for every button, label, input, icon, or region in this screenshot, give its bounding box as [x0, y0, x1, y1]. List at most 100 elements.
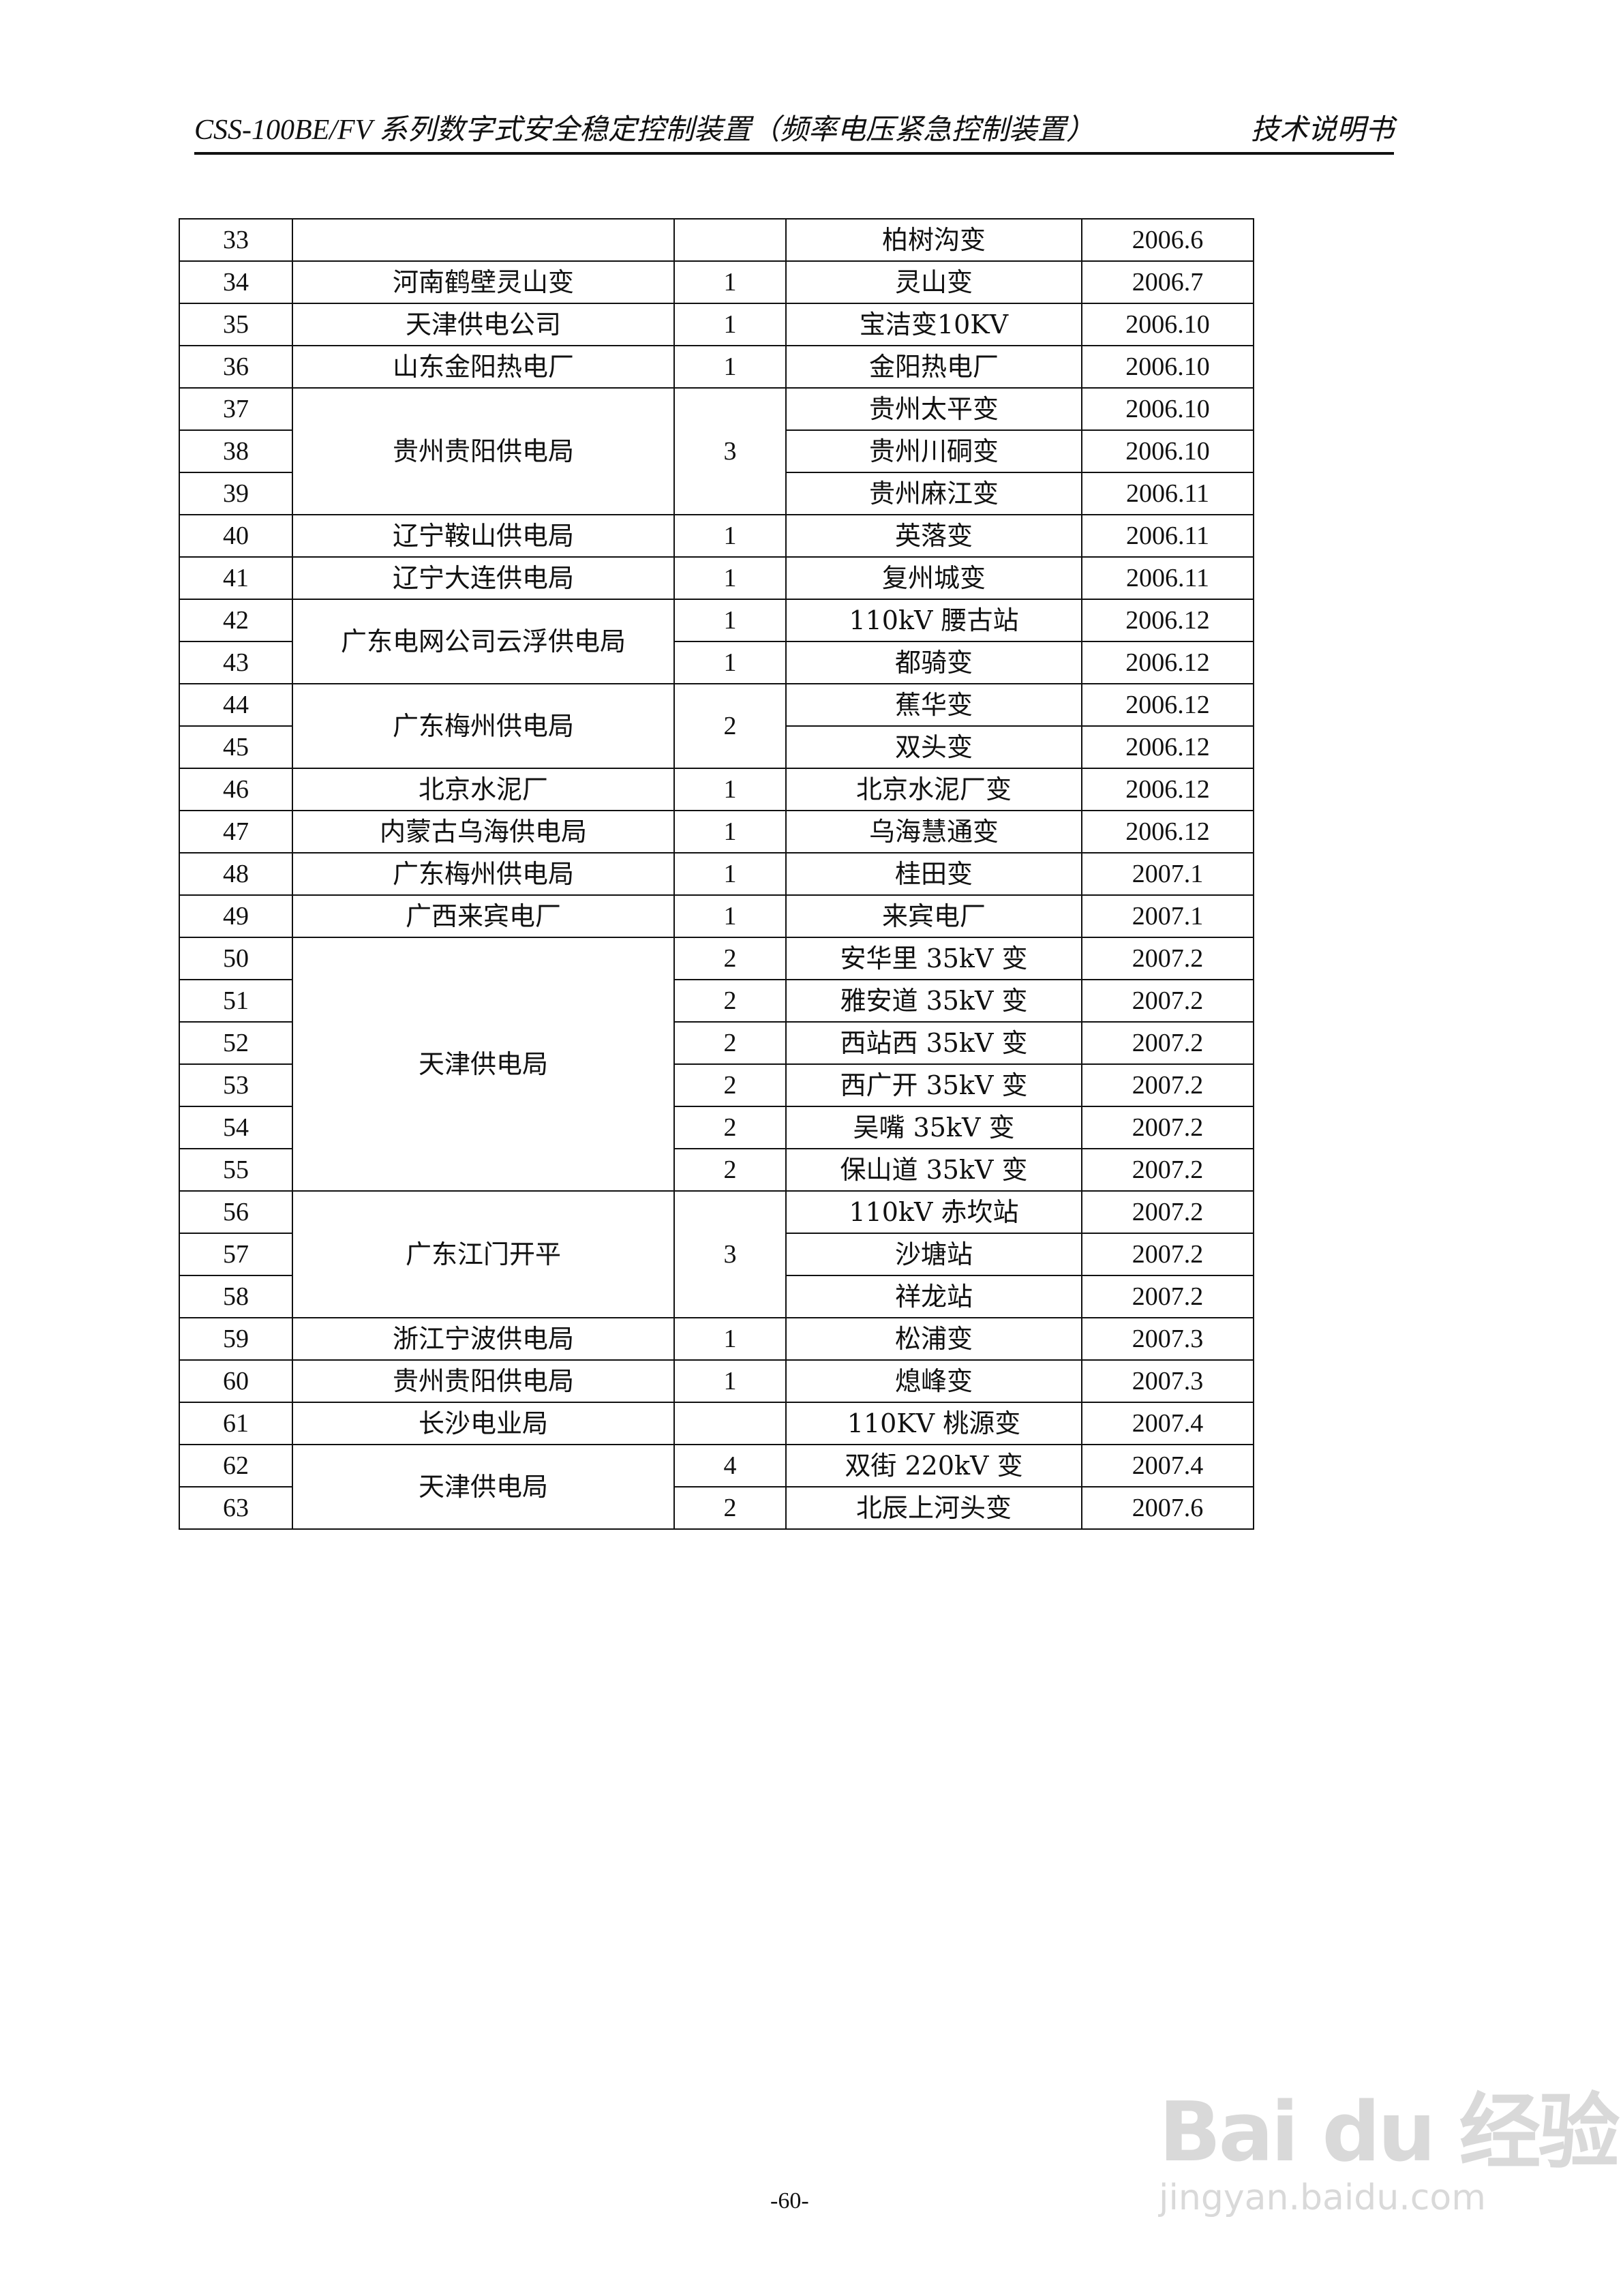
quantity-cell: 2 [673, 1148, 787, 1192]
quantity-cell: 1 [673, 810, 787, 854]
date-cell: 2006.10 [1081, 429, 1254, 473]
quantity-cell: 1 [673, 852, 787, 896]
date-cell: 2007.2 [1081, 937, 1254, 980]
row-number-cell: 41 [179, 556, 293, 600]
row-number-cell: 40 [179, 514, 293, 558]
date-cell: 2006.12 [1081, 810, 1254, 854]
table-row: 56 广东江门开平 3 110kV 赤坎站 2007.2 [179, 1190, 1254, 1318]
table-row: 47 内蒙古乌海供电局 1 乌海慧通变 2006.12 [179, 810, 1254, 854]
site-cell: 贵州川硐变 [785, 429, 1082, 473]
date-cell: 2007.1 [1081, 852, 1254, 896]
table-row: 48 广东梅州供电局 1 桂田变 2007.1 [179, 852, 1254, 896]
table-row: 58 祥龙站 2007.2 [179, 1275, 1254, 1318]
date-cell: 2006.12 [1081, 683, 1254, 727]
quantity-cell: 1 [673, 599, 787, 642]
quantity-cell: 2 [673, 979, 787, 1023]
quantity-cell: 1 [673, 768, 787, 811]
quantity-cell: 2 [673, 1486, 787, 1530]
row-number-cell: 45 [179, 725, 293, 769]
row-number-cell: 49 [179, 894, 293, 938]
site-cell: 祥龙站 [785, 1275, 1082, 1318]
date-cell: 2006.10 [1081, 345, 1254, 389]
unit-cell [292, 218, 675, 262]
date-cell: 2007.3 [1081, 1359, 1254, 1403]
date-cell: 2007.2 [1081, 1021, 1254, 1065]
row-number-cell: 50 [179, 937, 293, 980]
table-row: 39 贵州麻江变 2006.11 [179, 472, 1254, 515]
installation-record-table: 33 柏树沟变 2006.6 34 河南鹤壁灵山变 1 灵山变 2006.7 35 天津供电公司 1… [179, 218, 1254, 1530]
quantity-cell: 1 [673, 641, 787, 684]
date-cell: 2007.6 [1081, 1486, 1254, 1530]
site-cell: 来宾电厂 [785, 894, 1082, 938]
date-cell: 2007.2 [1081, 1190, 1254, 1234]
row-number-cell: 37 [179, 387, 293, 431]
table-row: 57 沙塘站 2007.2 [179, 1233, 1254, 1276]
table-row: 34 河南鹤壁灵山变 1 灵山变 2006.7 [179, 260, 1254, 304]
quantity-cell: 2 [673, 937, 787, 980]
site-cell: 西广开 35kV 变 [785, 1063, 1082, 1107]
row-number-cell: 47 [179, 810, 293, 854]
unit-cell: 天津供电公司 [292, 303, 675, 346]
date-cell: 2007.2 [1081, 1106, 1254, 1149]
unit-cell: 北京水泥厂 [292, 768, 675, 811]
table-row: 42 广东电网公司云浮供电局 1 110kV 腰古站 2006.12 [179, 599, 1254, 684]
unit-cell: 天津供电局 [292, 937, 675, 1192]
quantity-cell: 3 [673, 387, 787, 515]
quantity-cell: 1 [673, 345, 787, 389]
table-row: 33 柏树沟变 2006.6 [179, 218, 1254, 262]
date-cell: 2007.4 [1081, 1402, 1254, 1445]
date-cell: 2006.10 [1081, 387, 1254, 431]
quantity-cell: 1 [673, 1317, 787, 1361]
date-cell: 2007.3 [1081, 1317, 1254, 1361]
unit-cell: 内蒙古乌海供电局 [292, 810, 675, 854]
date-cell: 2006.12 [1081, 768, 1254, 811]
site-cell: 双街 220kV 变 [785, 1444, 1082, 1487]
date-cell: 2007.2 [1081, 1063, 1254, 1107]
unit-cell: 天津供电局 [292, 1444, 675, 1530]
table-row: 60 贵州贵阳供电局 1 熄峰变 2007.3 [179, 1359, 1254, 1403]
site-cell: 桂田变 [785, 852, 1082, 896]
table-row: 37 贵州贵阳供电局 3 贵州太平变 2006.10 [179, 387, 1254, 515]
site-cell: 贵州太平变 [785, 387, 1082, 431]
date-cell: 2006.7 [1081, 260, 1254, 304]
row-number-cell: 51 [179, 979, 293, 1023]
table-row: 35 天津供电公司 1 宝洁变10KV 2006.10 [179, 303, 1254, 346]
row-number-cell: 36 [179, 345, 293, 389]
site-cell: 110KV 桃源变 [785, 1402, 1082, 1445]
quantity-cell: 2 [673, 1021, 787, 1065]
quantity-cell [673, 1402, 787, 1445]
unit-cell: 山东金阳热电厂 [292, 345, 675, 389]
date-cell: 2006.12 [1081, 725, 1254, 769]
date-cell: 2006.12 [1081, 641, 1254, 684]
table-row: 59 浙江宁波供电局 1 松浦变 2007.3 [179, 1317, 1254, 1361]
row-number-cell: 46 [179, 768, 293, 811]
row-number-cell: 43 [179, 641, 293, 684]
date-cell: 2006.11 [1081, 472, 1254, 515]
date-cell: 2006.10 [1081, 303, 1254, 346]
quantity-cell: 2 [673, 683, 787, 769]
date-cell: 2006.11 [1081, 556, 1254, 600]
table-row: 50 天津供电局 2 安华里 35kV 变 2007.2 [179, 937, 1254, 1192]
site-cell: 灵山变 [785, 260, 1082, 304]
quantity-cell: 2 [673, 1063, 787, 1107]
row-number-cell: 53 [179, 1063, 293, 1107]
site-cell: 北辰上河头变 [785, 1486, 1082, 1530]
unit-cell: 河南鹤壁灵山变 [292, 260, 675, 304]
quantity-cell [673, 218, 787, 262]
row-number-cell: 63 [179, 1486, 293, 1530]
quantity-cell: 1 [673, 303, 787, 346]
row-number-cell: 33 [179, 218, 293, 262]
unit-cell: 浙江宁波供电局 [292, 1317, 675, 1361]
table-row: 46 北京水泥厂 1 北京水泥厂变 2006.12 [179, 768, 1254, 811]
site-cell: 雅安道 35kV 变 [785, 979, 1082, 1023]
site-cell: 北京水泥厂变 [785, 768, 1082, 811]
site-cell: 柏树沟变 [785, 218, 1082, 262]
unit-cell: 贵州贵阳供电局 [292, 1359, 675, 1403]
row-number-cell: 61 [179, 1402, 293, 1445]
page-number: -60- [770, 2188, 809, 2214]
date-cell: 2006.12 [1081, 599, 1254, 642]
row-number-cell: 44 [179, 683, 293, 727]
quantity-cell: 1 [673, 1359, 787, 1403]
site-cell: 吴嘴 35kV 变 [785, 1106, 1082, 1149]
quantity-cell: 1 [673, 260, 787, 304]
